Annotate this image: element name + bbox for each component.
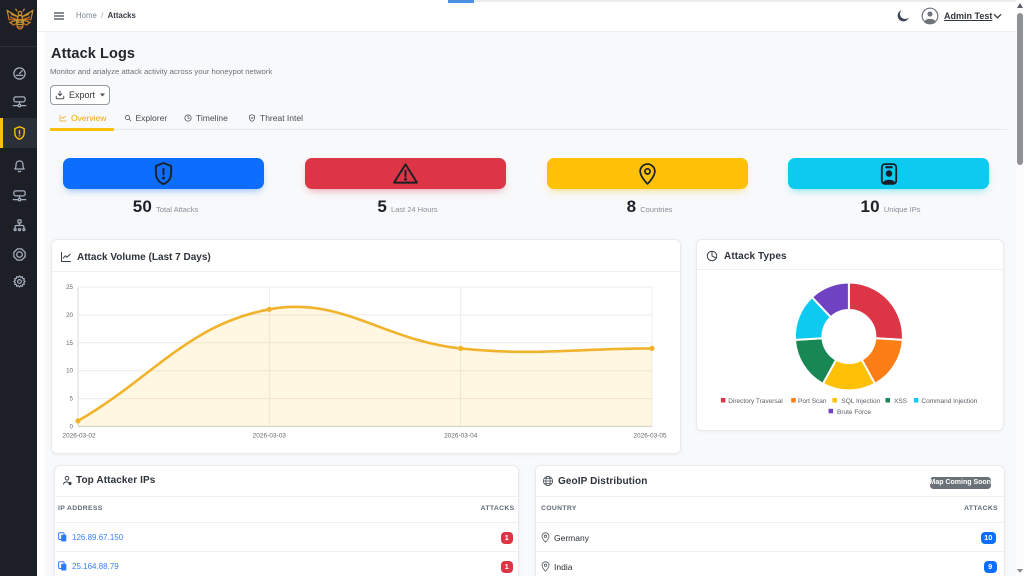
- svg-text:25: 25: [66, 284, 73, 291]
- svg-text:SQL Injection: SQL Injection: [841, 398, 880, 405]
- svg-text:2026-03-03: 2026-03-03: [253, 433, 287, 440]
- svg-text:15: 15: [66, 340, 73, 347]
- svg-text:10: 10: [66, 368, 73, 375]
- svg-text:20: 20: [66, 312, 73, 319]
- svg-text:2026-03-02: 2026-03-02: [62, 433, 96, 440]
- svg-text:Directory Traversal: Directory Traversal: [728, 398, 783, 405]
- svg-text:Brute Force: Brute Force: [837, 409, 871, 416]
- svg-text:Command Injection: Command Injection: [921, 398, 977, 405]
- svg-text:5: 5: [70, 396, 74, 403]
- svg-text:2026-03-04: 2026-03-04: [444, 433, 478, 440]
- svg-text:0: 0: [70, 424, 74, 431]
- svg-text:XSS: XSS: [894, 398, 908, 405]
- svg-text:2026-03-05: 2026-03-05: [633, 433, 667, 440]
- svg-text:Port Scan: Port Scan: [798, 398, 827, 405]
